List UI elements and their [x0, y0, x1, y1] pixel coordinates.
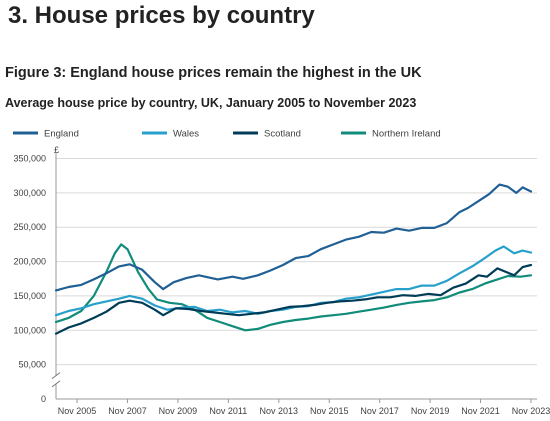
figure-subtitle: Average house price by country, UK, Janu… [5, 96, 417, 110]
figure-title: Figure 3: England house prices remain th… [5, 65, 422, 81]
x-tick-label-1: Nov 2007 [108, 406, 147, 416]
y-tick-label-1: 50,000 [18, 360, 46, 370]
chart-gridlines [56, 158, 537, 366]
x-tick-label-5: Nov 2015 [310, 406, 349, 416]
y-axis: 0 50,000 100,000 150,000 200,000 250,000 300,0… [13, 145, 61, 404]
house-price-line-chart: England Wales Scotland Northern Ireland 0 50… [13, 129, 550, 416]
chart-legend: England Wales Scotland Northern Ireland [13, 129, 441, 140]
x-tick-label-3: Nov 2011 [209, 406, 247, 416]
y-tick-label-6: 300,000 [13, 188, 46, 198]
x-tick-label-9: Nov 2023 [512, 406, 550, 416]
legend-label-0: England [44, 129, 79, 140]
x-tick-label-8: Nov 2021 [461, 406, 500, 416]
y-tick-label-3: 150,000 [13, 291, 46, 301]
y-axis-unit: £ [54, 145, 59, 155]
x-axis: Nov 2005 Nov 2007 Nov 2009 Nov 2011 Nov 2013… [56, 398, 550, 416]
section-heading: 3. House prices by country [8, 2, 315, 29]
x-tick-label-4: Nov 2013 [260, 406, 299, 416]
legend-label-1: Wales [173, 129, 199, 140]
y-tick-label-2: 100,000 [13, 325, 46, 335]
y-axis-break-mark-1 [51, 372, 61, 380]
legend-label-2: Scotland [264, 129, 301, 140]
series-line-england [54, 183, 533, 292]
x-tick-label-2: Nov 2009 [159, 406, 198, 416]
y-tick-label-4: 200,000 [13, 257, 46, 267]
chart-series [54, 183, 533, 335]
y-tick-label-7: 350,000 [13, 154, 46, 164]
series-line-northern-ireland [54, 243, 533, 332]
series-line-scotland [54, 263, 533, 335]
y-tick-label-5: 250,000 [13, 222, 46, 232]
y-tick-label-0: 0 [41, 394, 46, 404]
series-line-wales [54, 245, 533, 317]
legend-label-3: Northern Ireland [372, 129, 441, 140]
x-tick-label-6: Nov 2017 [360, 406, 399, 416]
y-axis-break-mark-2 [51, 380, 61, 388]
x-tick-label-0: Nov 2005 [58, 406, 97, 416]
x-tick-label-7: Nov 2019 [411, 406, 450, 416]
